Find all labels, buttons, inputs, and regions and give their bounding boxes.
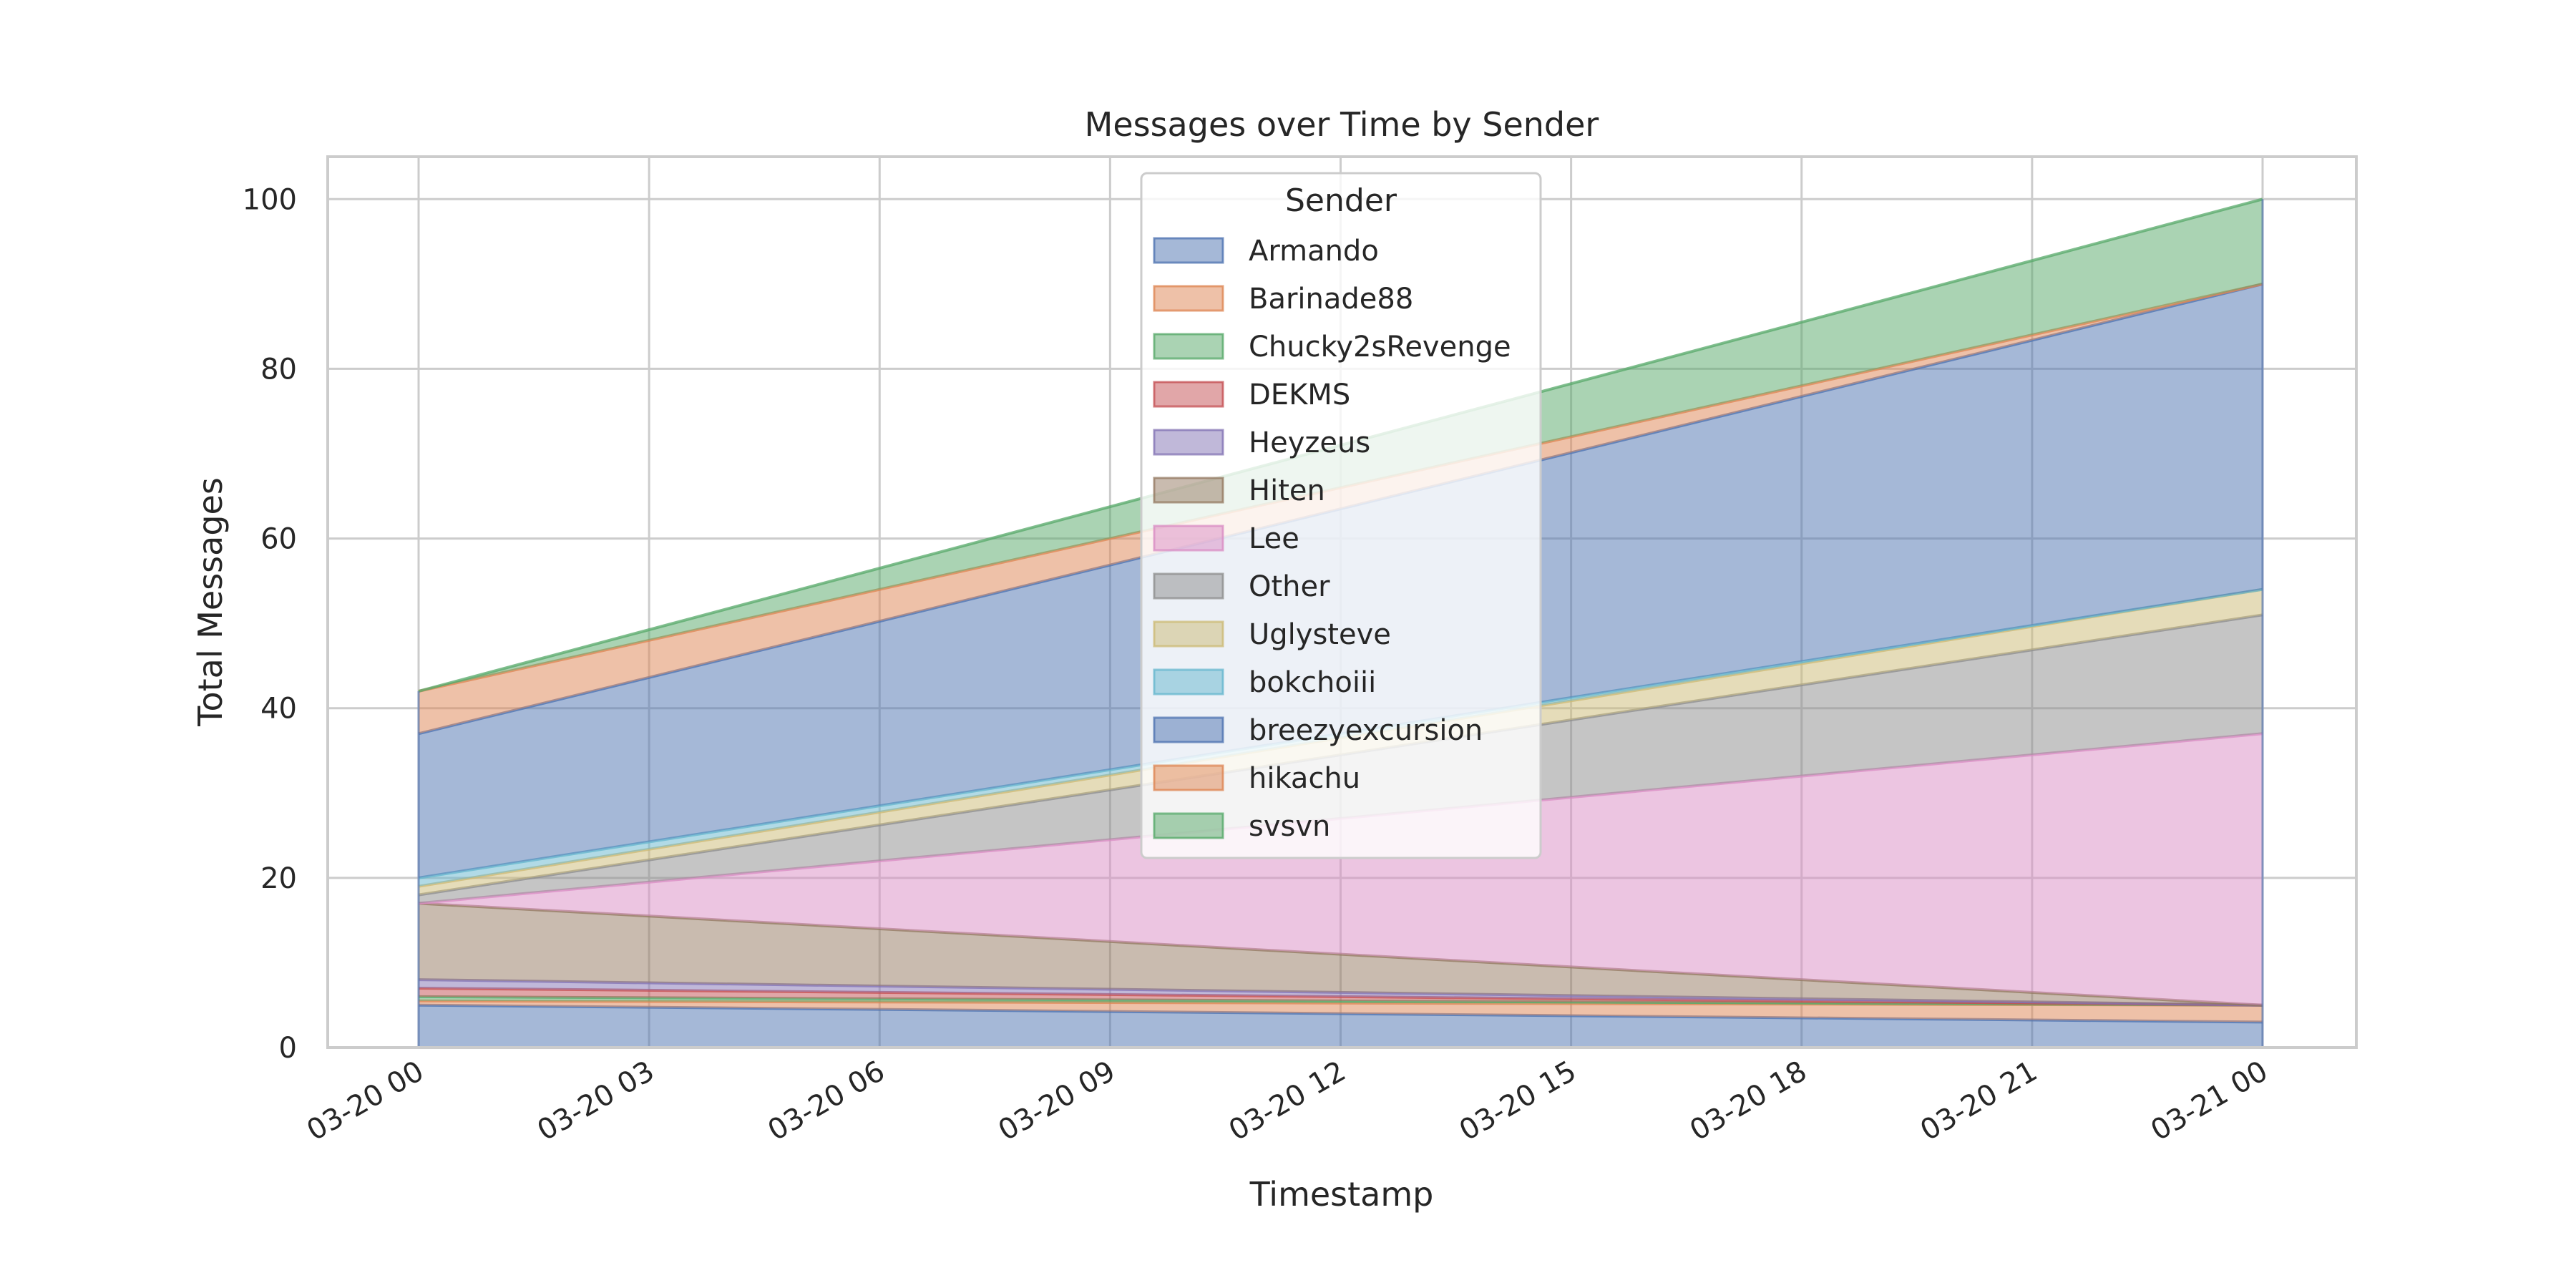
y-tick-label: 100 (243, 183, 297, 216)
legend-swatch (1153, 812, 1224, 839)
x-tick-label: 03-20 15 (1454, 1055, 1582, 1148)
area-Barinade88 (419, 1000, 2263, 1023)
x-tick-label: 03-20 12 (1224, 1055, 1352, 1148)
legend-label: Uglysteve (1249, 618, 1391, 651)
legend-swatch (1153, 764, 1224, 791)
legend-title: Sender (1285, 182, 1397, 219)
legend-label: Heyzeus (1249, 426, 1370, 459)
area-Armando (419, 1005, 2263, 1048)
legend-label: hikachu (1249, 762, 1360, 795)
y-tick-label: 60 (260, 523, 297, 556)
legend-items: Armando Barinade88 Chucky2sRevenge DEKMS Hey… (1153, 235, 1511, 843)
y-ticks: 0 20 40 60 80 100 (243, 183, 297, 1065)
legend: Sender Armando Barinade88 Chucky2sRevenge D… (1140, 172, 1542, 859)
plot-frame (326, 155, 2358, 1049)
legend-label: Lee (1249, 522, 1299, 555)
legend-swatch (1153, 237, 1224, 264)
area-Lee (419, 733, 2263, 1005)
x-ticks: 03-20 00 03-20 03 03-20 06 03-20 09 03-20 12… (301, 1055, 2273, 1148)
legend-swatch (1153, 285, 1224, 312)
x-tick-label: 03-21 00 (2145, 1055, 2273, 1148)
legend-swatch (1153, 525, 1224, 552)
legend-label: breezyexcursion (1249, 714, 1483, 747)
x-tick-label: 03-20 09 (993, 1055, 1121, 1148)
y-tick-label: 80 (260, 353, 297, 386)
x-tick-label: 03-20 03 (532, 1055, 660, 1148)
legend-label: Barinade88 (1249, 283, 1413, 316)
legend-swatch (1153, 333, 1224, 360)
legend-swatch (1153, 477, 1224, 504)
legend-box (1140, 172, 1542, 859)
legend-swatch (1153, 620, 1224, 648)
y-tick-label: 20 (260, 862, 297, 895)
legend-swatch (1153, 716, 1224, 743)
area-edge-Heyzeus (418, 978, 2263, 1007)
legend-label: svsvn (1249, 810, 1330, 843)
legend-swatch (1153, 668, 1224, 696)
legend-swatch (1153, 429, 1224, 456)
legend-label: Chucky2sRevenge (1249, 331, 1511, 364)
legend-label: bokchoiii (1249, 666, 1376, 699)
legend-swatch (1153, 381, 1224, 408)
y-tick-label: 0 (279, 1032, 297, 1065)
legend-swatch (1153, 572, 1224, 600)
chart-title: Messages over Time by Sender (1085, 105, 1599, 144)
legend-label: DEKMS (1249, 379, 1350, 411)
y-tick-label: 40 (260, 693, 297, 726)
legend-label: Armando (1249, 235, 1379, 268)
x-axis-label: Timestamp (1249, 1175, 1434, 1214)
x-tick-label: 03-20 00 (301, 1055, 429, 1148)
legend-label: Other (1249, 570, 1330, 603)
legend-label: Hiten (1249, 474, 1325, 507)
y-axis-label: Total Messages (191, 477, 230, 727)
x-tick-label: 03-20 21 (1915, 1055, 2043, 1148)
x-tick-label: 03-20 06 (763, 1055, 891, 1148)
x-tick-label: 03-20 18 (1684, 1055, 1813, 1148)
